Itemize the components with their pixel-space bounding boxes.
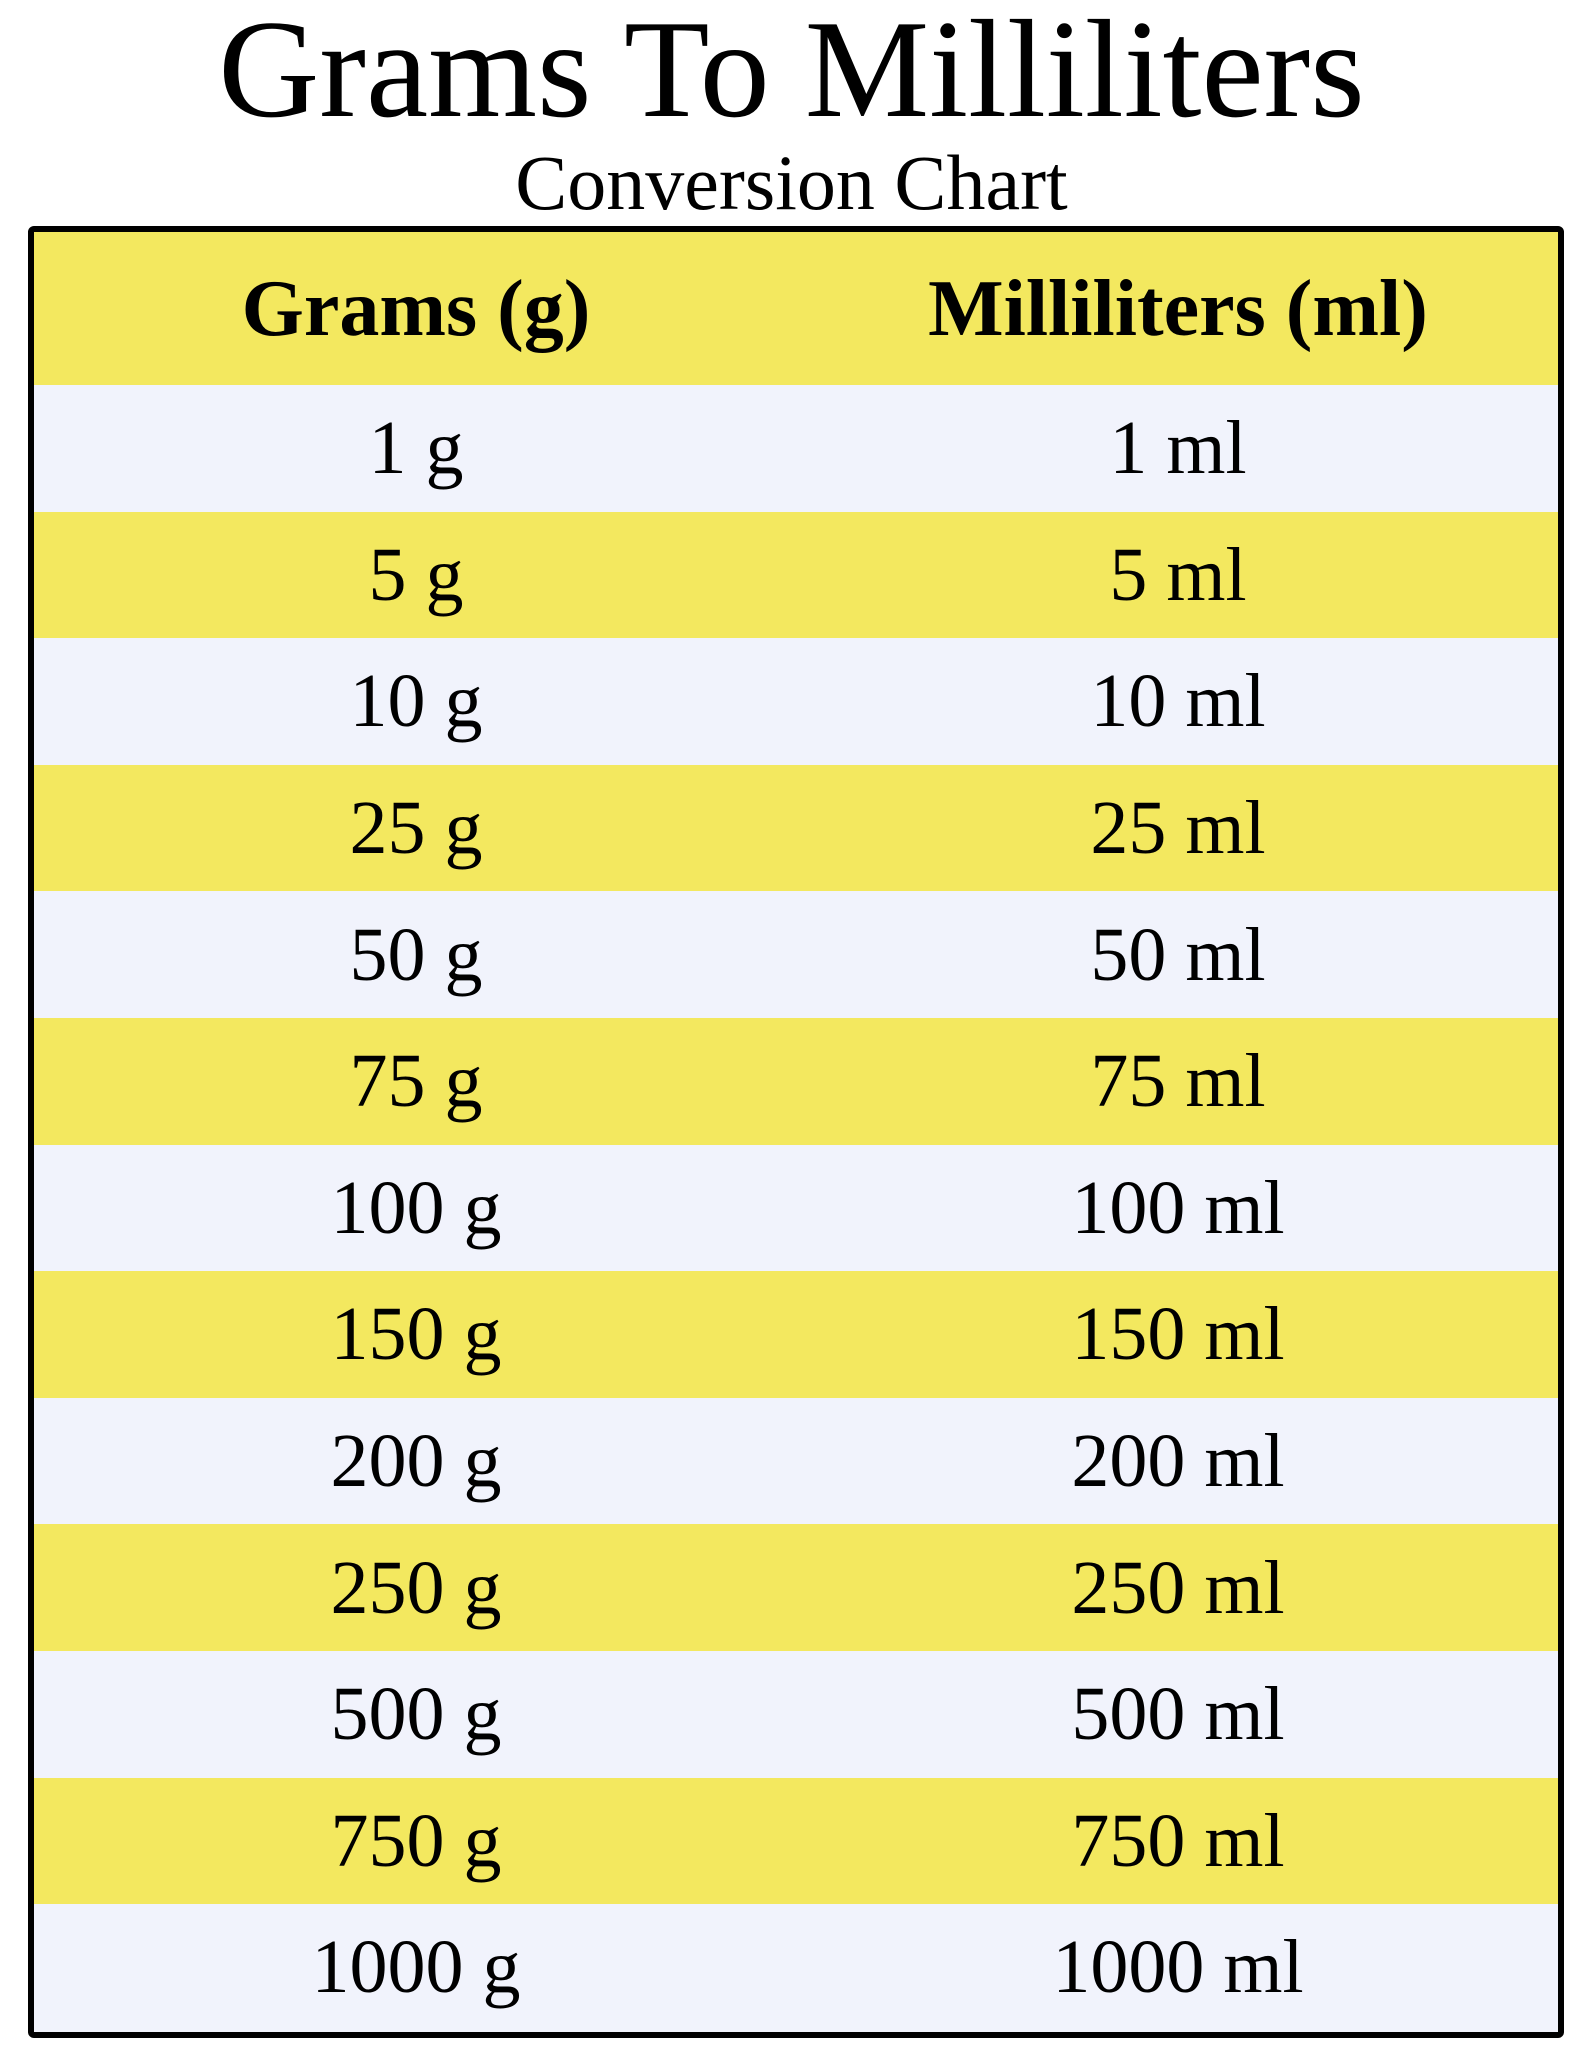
- table-row: 500 g 500 ml: [34, 1650, 1558, 1778]
- milliliters-cell: 750 ml: [1071, 1798, 1285, 1883]
- milliliters-cell: 150 ml: [1071, 1292, 1285, 1377]
- milliliters-cell: 1000 ml: [1052, 1925, 1304, 2010]
- grams-cell: 25 g: [349, 786, 483, 871]
- header-milliliters: Milliliters (ml): [928, 264, 1428, 353]
- table-row: 100 g 100 ml: [34, 1144, 1558, 1272]
- milliliters-cell: 5 ml: [1109, 532, 1247, 617]
- table-row: 250 g 250 ml: [34, 1524, 1558, 1651]
- table-row: 1000 g 1000 ml: [34, 1904, 1558, 2031]
- page-title: Grams To Milliliters: [218, 0, 1365, 147]
- milliliters-cell: 200 ml: [1071, 1419, 1285, 1504]
- milliliters-cell: 500 ml: [1071, 1672, 1285, 1757]
- table-row: 25 g 25 ml: [34, 764, 1558, 892]
- grams-cell: 250 g: [330, 1545, 502, 1630]
- grams-cell: 1 g: [368, 406, 464, 491]
- grams-cell: 10 g: [349, 659, 483, 744]
- grams-cell: 5 g: [368, 532, 464, 617]
- table-row: 750 g 750 ml: [34, 1777, 1558, 1905]
- milliliters-cell: 250 ml: [1071, 1545, 1285, 1630]
- conversion-table: Grams (g) Milliliters (ml) 1 g 1 ml 5 g 5 m…: [28, 226, 1564, 2038]
- table-row: 150 g 150 ml: [34, 1271, 1558, 1398]
- table-row: 5 g 5 ml: [34, 511, 1558, 639]
- milliliters-cell: 100 ml: [1071, 1165, 1285, 1250]
- grams-cell: 150 g: [330, 1292, 502, 1377]
- table-row: 1 g 1 ml: [34, 385, 1558, 512]
- table-row: 10 g 10 ml: [34, 638, 1558, 765]
- milliliters-cell: 50 ml: [1090, 912, 1266, 997]
- table-row: 75 g 75 ml: [34, 1017, 1558, 1145]
- grams-cell: 500 g: [330, 1672, 502, 1757]
- table-body: 1 g 1 ml 5 g 5 ml 10 g 10 ml 25 g 25 ml 50 g 50 m…: [34, 385, 1558, 2031]
- milliliters-cell: 10 ml: [1090, 659, 1266, 744]
- milliliters-cell: 75 ml: [1090, 1039, 1266, 1124]
- grams-cell: 50 g: [349, 912, 483, 997]
- grams-cell: 1000 g: [311, 1925, 521, 2010]
- grams-cell: 100 g: [330, 1165, 502, 1250]
- grams-cell: 75 g: [349, 1039, 483, 1124]
- grams-cell: 200 g: [330, 1419, 502, 1504]
- header-grams: Grams (g): [241, 264, 591, 353]
- table-header-row: Grams (g) Milliliters (ml): [34, 232, 1558, 385]
- grams-cell: 750 g: [330, 1798, 502, 1883]
- table-row: 200 g 200 ml: [34, 1397, 1558, 1525]
- milliliters-cell: 25 ml: [1090, 786, 1266, 871]
- milliliters-cell: 1 ml: [1109, 406, 1247, 491]
- table-row: 50 g 50 ml: [34, 891, 1558, 1018]
- page-subtitle: Conversion Chart: [515, 139, 1068, 226]
